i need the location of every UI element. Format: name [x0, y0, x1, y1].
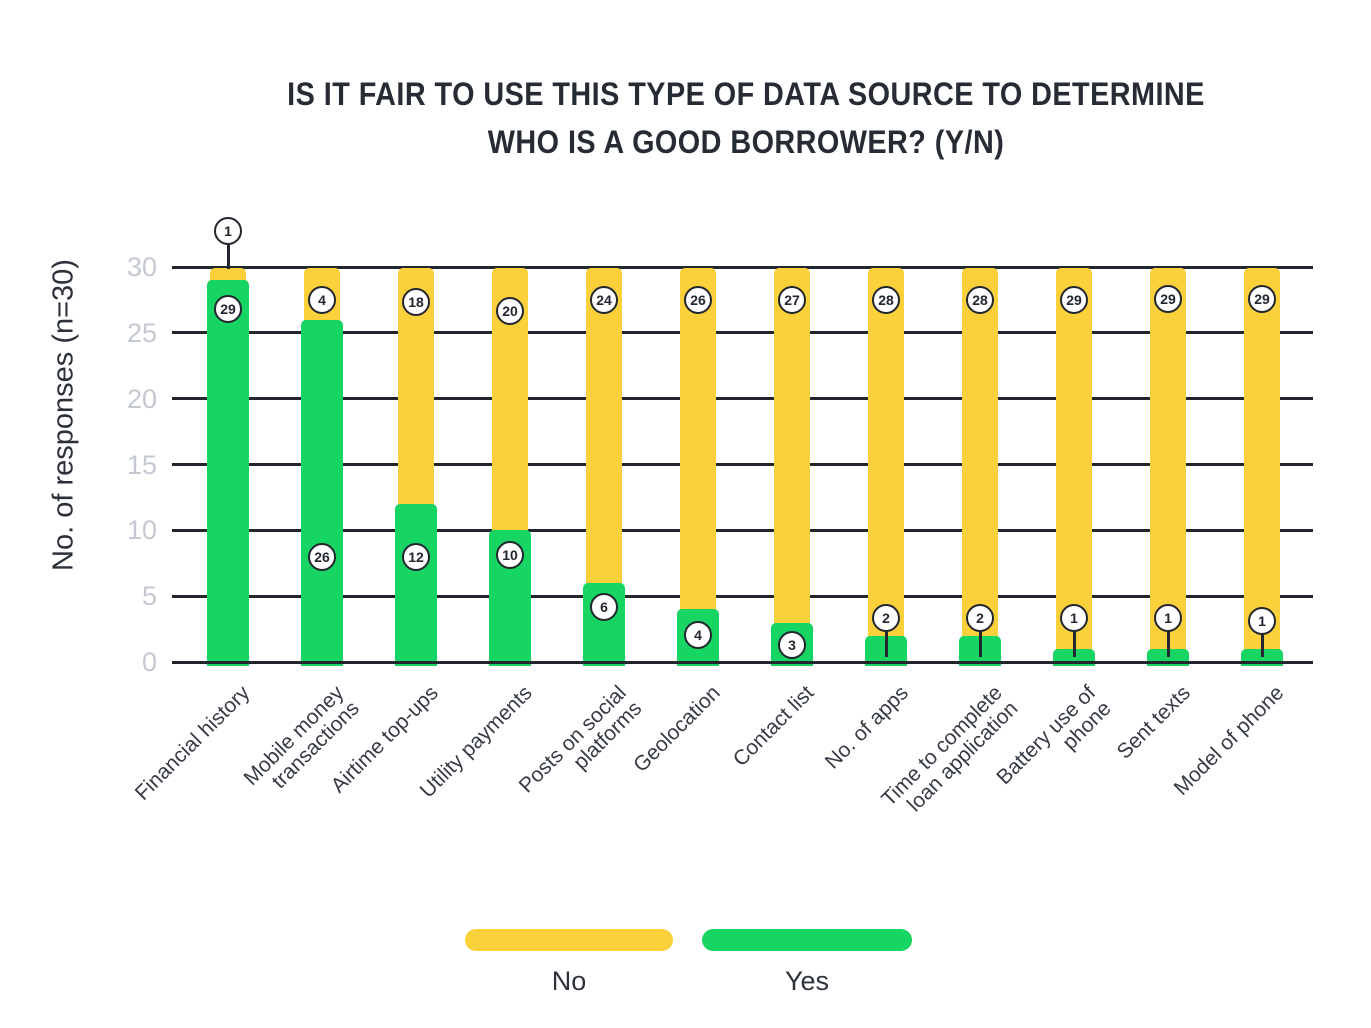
value-badge-no-geolocation: 26 — [684, 286, 712, 314]
y-tick-20: 20 — [126, 383, 157, 414]
chart-title-line-1: IS IT FAIR TO USE THIS TYPE OF DATA SOUR… — [287, 76, 1205, 112]
x-label-sent-texts: Sent texts — [1112, 681, 1195, 764]
value-badge-yes-model-of-phone: 1 — [1248, 607, 1276, 635]
gridline-30 — [172, 265, 1313, 269]
value-badge-yes-sent-texts: 1 — [1154, 604, 1182, 632]
bar-segment-yes-airtime-top-ups[interactable] — [395, 504, 437, 666]
leader-line-yes-model-of-phone — [1260, 634, 1264, 657]
bar-segment-no-battery-use-of-phone[interactable] — [1056, 268, 1092, 655]
value-badge-no-airtime-top-ups: 18 — [402, 288, 430, 316]
legend-swatch-yes[interactable] — [702, 929, 912, 951]
gridline-10 — [172, 528, 1313, 532]
value-badge-no-battery-use-of-phone: 29 — [1060, 286, 1088, 314]
legend-item-yes[interactable]: Yes — [702, 929, 912, 997]
leader-line-no-financial-history — [226, 244, 230, 269]
bar-segment-no-no-of-apps[interactable] — [868, 268, 904, 642]
value-badge-yes-airtime-top-ups: 12 — [402, 543, 430, 571]
bar-segment-no-geolocation[interactable] — [680, 268, 716, 616]
legend-label-no: No — [551, 966, 587, 996]
value-badge-yes-contact-list: 3 — [778, 631, 806, 659]
bar-segment-no-contact-list[interactable] — [774, 268, 810, 629]
value-badge-yes-mobile-money-transactions: 26 — [308, 543, 336, 571]
y-tick-0: 0 — [141, 647, 157, 677]
leader-line-yes-no-of-apps — [884, 631, 888, 657]
bar-segment-yes-mobile-money-transactions[interactable] — [301, 319, 343, 666]
y-tick-10: 10 — [126, 515, 157, 546]
chart-title: IS IT FAIR TO USE THIS TYPE OF DATA SOUR… — [131, 70, 1361, 166]
y-tick-5: 5 — [141, 581, 157, 612]
gridline-25 — [172, 331, 1313, 335]
y-tick-25: 25 — [126, 317, 157, 348]
legend-item-no[interactable]: No — [465, 929, 673, 997]
gridline-5 — [172, 594, 1313, 598]
leader-line-yes-sent-texts — [1166, 631, 1170, 657]
value-badge-yes-no-of-apps: 2 — [872, 604, 900, 632]
value-badge-no-mobile-money-transactions: 4 — [308, 286, 336, 314]
value-badge-no-model-of-phone: 29 — [1248, 285, 1276, 313]
value-badge-no-no-of-apps: 28 — [872, 286, 900, 314]
value-badge-no-time-to-complete-loan-application: 28 — [966, 286, 994, 314]
value-badge-yes-battery-use-of-phone: 1 — [1060, 604, 1088, 632]
legend-label-yes: Yes — [784, 966, 830, 996]
y-tick-30: 30 — [126, 252, 157, 282]
value-badge-yes-geolocation: 4 — [684, 621, 712, 649]
bar-segment-no-time-to-complete-loan-application[interactable] — [962, 268, 998, 642]
value-badge-yes-financial-history: 29 — [214, 295, 242, 323]
y-tick-15: 15 — [126, 449, 157, 480]
x-label-financial-history: Financial history — [131, 681, 255, 805]
value-badge-yes-posts-on-social-platforms: 6 — [590, 593, 618, 621]
value-badge-no-financial-history: 1 — [214, 217, 242, 245]
leader-line-yes-battery-use-of-phone — [1072, 631, 1076, 657]
bar-segment-no-model-of-phone[interactable] — [1244, 268, 1280, 655]
legend: No Yes — [0, 929, 1371, 999]
value-badge-no-utility-payments: 20 — [496, 297, 524, 325]
value-badge-yes-utility-payments: 10 — [496, 541, 524, 569]
chart-title-line-2: WHO IS A GOOD BORROWER? (Y/N) — [487, 124, 1005, 160]
x-label-battery-use-of-phone: Battery use of phone — [992, 681, 1117, 790]
x-label-posts-on-social-platforms: Posts on social platforms — [514, 681, 647, 798]
value-badge-yes-time-to-complete-loan-application: 2 — [966, 604, 994, 632]
gridline-20 — [172, 397, 1313, 401]
value-badge-no-sent-texts: 29 — [1154, 285, 1182, 313]
gridline-0 — [172, 660, 1313, 664]
gridline-15 — [172, 463, 1313, 466]
value-badge-no-contact-list: 27 — [778, 286, 806, 314]
legend-swatch-no[interactable] — [465, 929, 673, 951]
bar-segment-no-sent-texts[interactable] — [1150, 268, 1186, 655]
x-label-contact-list: Contact list — [728, 681, 819, 772]
bar-segment-yes-financial-history[interactable] — [207, 280, 249, 666]
bar-segment-no-posts-on-social-platforms[interactable] — [586, 268, 622, 589]
leader-line-yes-time-to-complete-loan-application — [978, 631, 982, 657]
x-label-no-of-apps: No. of apps — [820, 681, 913, 774]
x-label-geolocation: Geolocation — [629, 681, 725, 777]
value-badge-no-posts-on-social-platforms: 24 — [590, 286, 618, 314]
